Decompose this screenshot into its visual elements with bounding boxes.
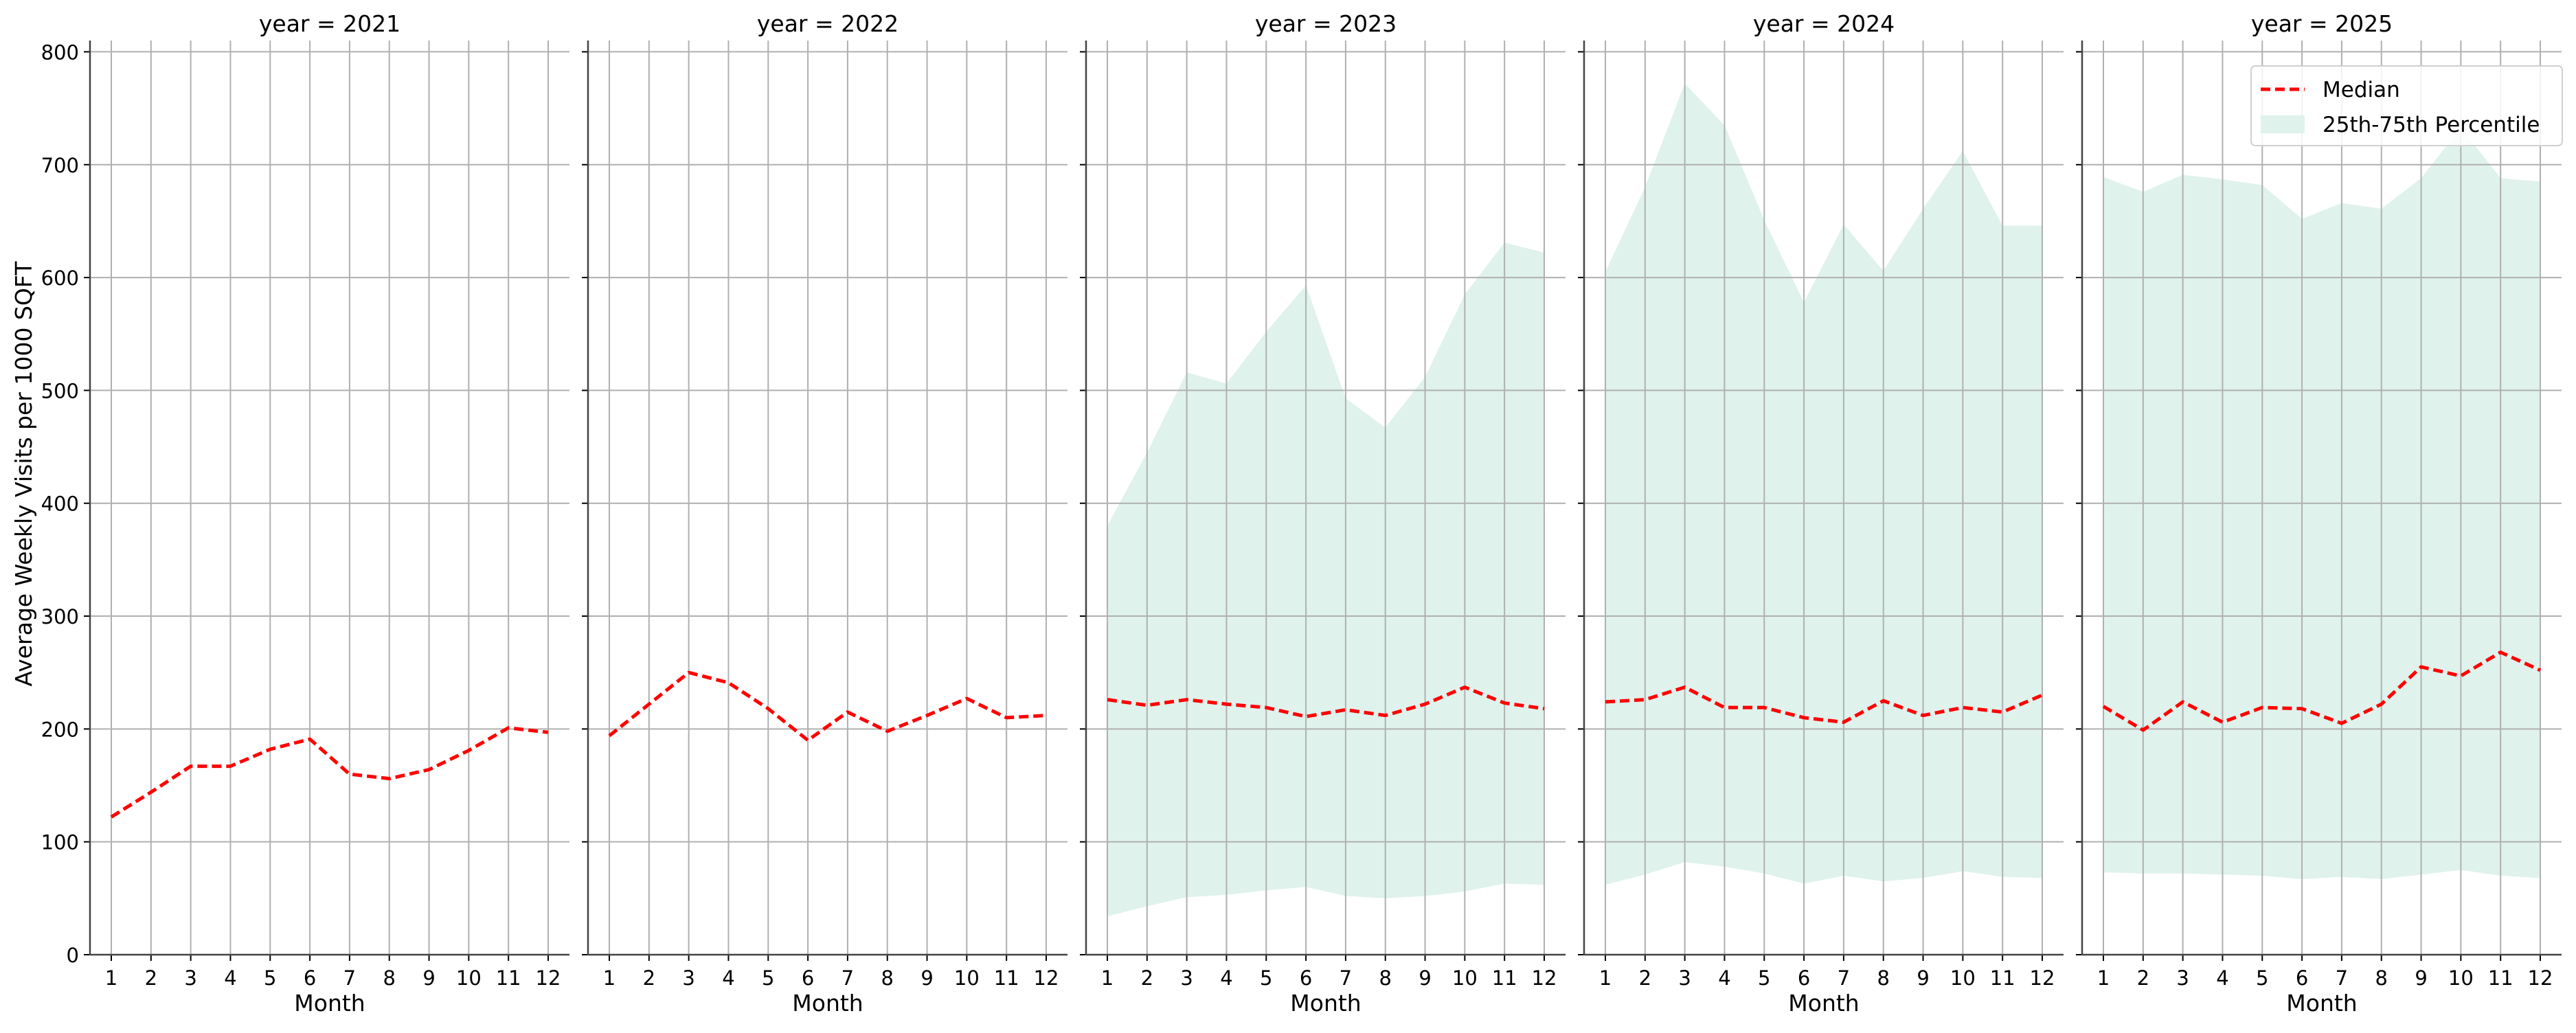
x-tick-label: 2 (2137, 966, 2149, 990)
panel-title: year = 2022 (757, 10, 899, 37)
x-tick-label: 6 (1300, 966, 1312, 990)
y-tick-label: 300 (41, 605, 79, 628)
x-tick-label: 6 (802, 966, 814, 990)
x-tick-label: 2 (1141, 966, 1153, 990)
x-axis-label: Month (294, 990, 365, 1017)
x-tick-label: 3 (682, 966, 694, 990)
y-tick-label: 100 (41, 831, 79, 854)
x-tick-label: 2 (643, 966, 655, 990)
legend-band-swatch (2261, 115, 2305, 133)
x-tick-label: 1 (105, 966, 117, 990)
x-tick-label: 8 (1379, 966, 1392, 990)
x-tick-label: 1 (1599, 966, 1612, 990)
panel-title: year = 2025 (2251, 10, 2393, 37)
x-tick-label: 4 (2216, 966, 2228, 990)
x-tick-label: 10 (954, 966, 980, 990)
x-axis-label: Month (1788, 990, 1859, 1017)
legend-frame (2250, 65, 2563, 146)
x-axis-label: Month (792, 990, 863, 1017)
x-axis-label: Month (2286, 990, 2357, 1017)
y-tick-label: 600 (41, 266, 79, 290)
y-tick-label: 500 (41, 379, 79, 402)
panel-title: year = 2024 (1753, 10, 1895, 37)
x-tick-label: 8 (1877, 966, 1890, 990)
median-line (608, 670, 1047, 742)
y-tick-label: 0 (67, 944, 79, 967)
x-tick-label: 5 (264, 966, 276, 990)
x-tick-label: 7 (1340, 966, 1352, 990)
legend: Median 25th-75th Percentile (2250, 65, 2563, 146)
x-tick-label: 5 (762, 966, 774, 990)
x-tick-label: 1 (603, 966, 615, 990)
x-tick-label: 11 (496, 966, 521, 990)
x-tick-label: 7 (343, 966, 356, 990)
x-tick-label: 4 (1220, 966, 1232, 990)
x-tick-label: 12 (1034, 966, 1059, 990)
x-tick-label: 1 (2097, 966, 2110, 990)
x-tick-label: 4 (224, 966, 236, 990)
legend-median-label: Median (2323, 78, 2400, 102)
x-tick-label: 9 (920, 966, 933, 990)
y-axis-label: Average Weekly Visits per 1000 SQFT (10, 261, 37, 687)
legend-band-label: 25th-75th Percentile (2323, 113, 2540, 137)
panel-title: year = 2023 (1255, 10, 1397, 37)
x-tick-label: 3 (2176, 966, 2189, 990)
x-tick-label: 11 (1492, 966, 1517, 990)
x-tick-label: 7 (2336, 966, 2348, 990)
x-tick-label: 11 (2488, 966, 2513, 990)
x-tick-label: 9 (2415, 966, 2427, 990)
panel-title: year = 2021 (259, 10, 400, 37)
y-tick-label: 400 (41, 492, 79, 516)
median-line (1107, 685, 1545, 718)
x-tick-label: 9 (1917, 966, 1929, 990)
x-tick-label: 9 (422, 966, 435, 990)
x-tick-label: 10 (1950, 966, 1976, 990)
x-tick-label: 10 (2448, 966, 2474, 990)
y-tick-label: 200 (41, 718, 79, 741)
x-tick-label: 3 (1180, 966, 1193, 990)
x-tick-label: 4 (722, 966, 734, 990)
x-tick-label: 8 (2375, 966, 2388, 990)
x-tick-label: 3 (1678, 966, 1691, 990)
x-tick-label: 2 (145, 966, 157, 990)
x-tick-label: 11 (994, 966, 1019, 990)
x-tick-label: 12 (2528, 966, 2553, 990)
x-tick-label: 6 (2296, 966, 2308, 990)
x-tick-label: 9 (1419, 966, 1431, 990)
x-tick-label: 4 (1718, 966, 1730, 990)
x-tick-label: 7 (1838, 966, 1850, 990)
x-tick-label: 10 (456, 966, 482, 990)
x-tick-label: 8 (383, 966, 396, 990)
x-tick-label: 2 (1639, 966, 1651, 990)
x-tick-label: 12 (1532, 966, 1557, 990)
percentile-band (1107, 242, 1544, 917)
x-tick-label: 12 (2030, 966, 2055, 990)
x-tick-label: 8 (881, 966, 894, 990)
median-line (110, 726, 549, 819)
x-tick-label: 5 (1260, 966, 1272, 990)
x-tick-label: 1 (1101, 966, 1114, 990)
x-tick-label: 7 (841, 966, 854, 990)
y-tick-label: 700 (41, 154, 79, 177)
median-line (1605, 685, 2043, 724)
median-line (2102, 650, 2542, 732)
x-tick-label: 10 (1452, 966, 1478, 990)
y-tick-label: 800 (41, 41, 79, 64)
x-tick-label: 6 (304, 966, 316, 990)
x-tick-label: 5 (1758, 966, 1770, 990)
x-tick-label: 11 (1990, 966, 2015, 990)
x-tick-label: 3 (184, 966, 196, 990)
percentile-band (1605, 83, 2042, 885)
x-axis-label: Month (1290, 990, 1361, 1017)
x-tick-label: 5 (2256, 966, 2268, 990)
x-tick-label: 6 (1798, 966, 1810, 990)
x-tick-label: 12 (536, 966, 561, 990)
